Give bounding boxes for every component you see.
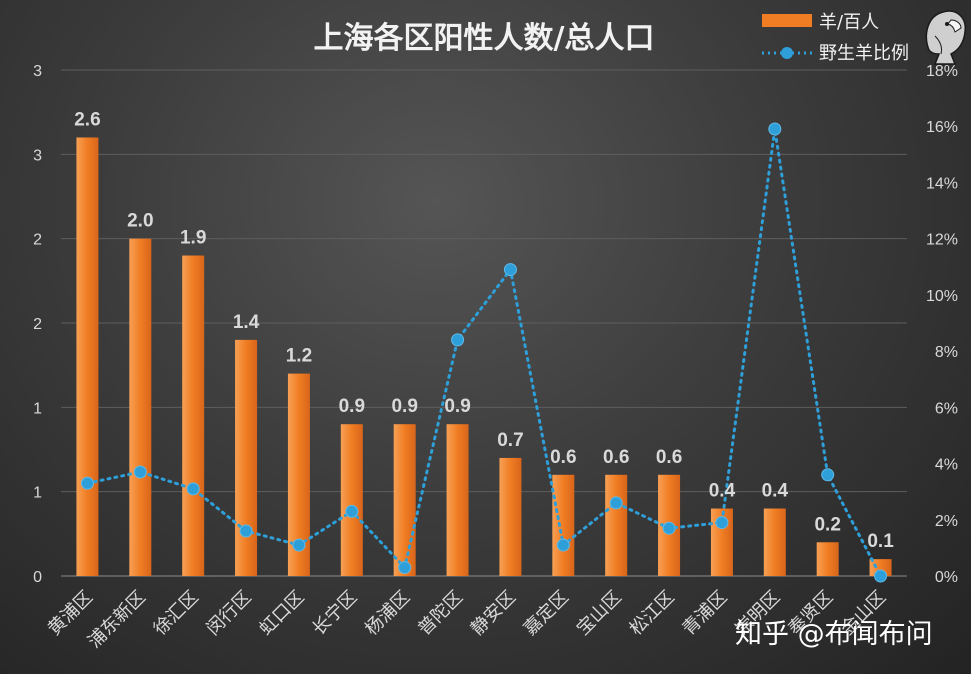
bar-data-label: 0.4 <box>762 481 789 502</box>
right-tick-label: 18% <box>926 63 958 80</box>
line-series <box>80 122 888 583</box>
line-point <box>80 476 94 490</box>
left-axis-ticks: 0 1 1 2 2 3 3 <box>33 63 42 586</box>
line-point <box>662 521 676 535</box>
line-point <box>133 465 147 479</box>
category-label: 静安区 <box>467 587 520 640</box>
left-tick-label: 2 <box>33 232 42 249</box>
category-label: 徐汇区 <box>150 587 203 640</box>
bar <box>340 424 363 576</box>
right-tick-label: 8% <box>935 344 958 361</box>
bar-series <box>76 137 892 577</box>
category-label: 杨浦区 <box>361 587 414 640</box>
bar-data-label: 0.4 <box>709 481 736 502</box>
line-path <box>85 128 883 578</box>
category-label: 宝山区 <box>573 587 626 640</box>
bar-data-label: 1.4 <box>233 312 260 333</box>
left-tick-label: 2 <box>33 316 42 333</box>
line-point <box>715 516 729 530</box>
bar <box>499 457 522 576</box>
bar-data-label: 1.2 <box>286 346 312 367</box>
bar <box>869 559 892 576</box>
bar-data-label: 0.7 <box>497 430 523 451</box>
bar-data-label: 0.2 <box>814 514 840 535</box>
bar-data-label: 0.9 <box>444 396 470 417</box>
line-point <box>556 538 570 552</box>
category-label: 青浦区 <box>678 587 731 640</box>
legend-line-label: 野生羊比例 <box>819 43 909 64</box>
legend-bar-swatch <box>762 14 812 27</box>
line-point <box>345 504 359 518</box>
line-point <box>239 524 253 538</box>
line-point <box>186 482 200 496</box>
bar <box>235 339 258 576</box>
right-axis-ticks: 0% 2% 4% 6% 8% 10% 12% 14% 16% 18% <box>926 63 958 586</box>
line-point <box>451 333 465 347</box>
left-tick-label: 1 <box>33 400 42 417</box>
right-tick-label: 10% <box>926 288 958 305</box>
right-tick-label: 14% <box>926 175 958 192</box>
category-label: 虹口区 <box>255 587 308 640</box>
bar <box>605 474 628 576</box>
right-tick-label: 6% <box>935 400 958 417</box>
right-tick-label: 16% <box>926 119 958 136</box>
category-label: 普陀区 <box>414 587 467 640</box>
right-tick-label: 0% <box>935 569 958 586</box>
bar <box>129 238 152 576</box>
line-point <box>609 496 623 510</box>
line-point <box>768 122 782 136</box>
bar-data-label: 0.9 <box>339 396 365 417</box>
eagle-logo <box>925 10 966 65</box>
line-point <box>503 263 517 277</box>
bar <box>446 424 469 576</box>
category-label: 长宁区 <box>308 587 361 640</box>
bar-data-label: 0.1 <box>867 531 894 552</box>
left-tick-label: 1 <box>33 485 42 502</box>
bar-data-label: 1.9 <box>180 228 206 249</box>
bar-data-label: 0.6 <box>656 447 682 468</box>
bar-data-label: 0.6 <box>550 447 576 468</box>
legend-line-marker <box>781 47 793 59</box>
bar <box>287 373 310 576</box>
category-label: 闵行区 <box>203 587 256 640</box>
chart-title: 上海各区阳性人数/总人口 <box>314 21 655 56</box>
bar-data-label: 2.6 <box>74 109 100 130</box>
bar <box>816 542 839 576</box>
bar-data-label: 0.9 <box>391 396 417 417</box>
right-tick-label: 2% <box>935 513 958 530</box>
left-tick-label: 3 <box>33 147 42 164</box>
right-tick-label: 4% <box>935 457 958 474</box>
bar-data-label: 2.0 <box>127 211 153 232</box>
line-point <box>874 569 888 583</box>
category-label: 松江区 <box>626 587 679 640</box>
bar <box>763 508 786 576</box>
bar <box>182 255 205 577</box>
data-labels: 2.6 2.0 1.9 1.4 1.2 0.9 0.9 0.9 0.7 0.6 0.6 0.6 0.4 0… <box>74 109 894 552</box>
category-label: 浦东新区 <box>84 587 150 653</box>
bar <box>76 137 99 576</box>
watermark: 知乎 @布闻布问 <box>735 619 933 650</box>
left-tick-label: 0 <box>33 569 42 586</box>
right-tick-label: 12% <box>926 232 958 249</box>
line-point <box>821 468 835 482</box>
left-tick-label: 3 <box>33 63 42 80</box>
legend: 羊/百人 野生羊比例 <box>762 12 909 64</box>
bar <box>393 424 416 576</box>
legend-bar-label: 羊/百人 <box>819 12 879 33</box>
bar <box>552 474 575 576</box>
bar-data-label: 0.6 <box>603 447 629 468</box>
category-label: 嘉定区 <box>520 587 573 640</box>
line-point <box>398 561 412 575</box>
line-point <box>292 538 306 552</box>
